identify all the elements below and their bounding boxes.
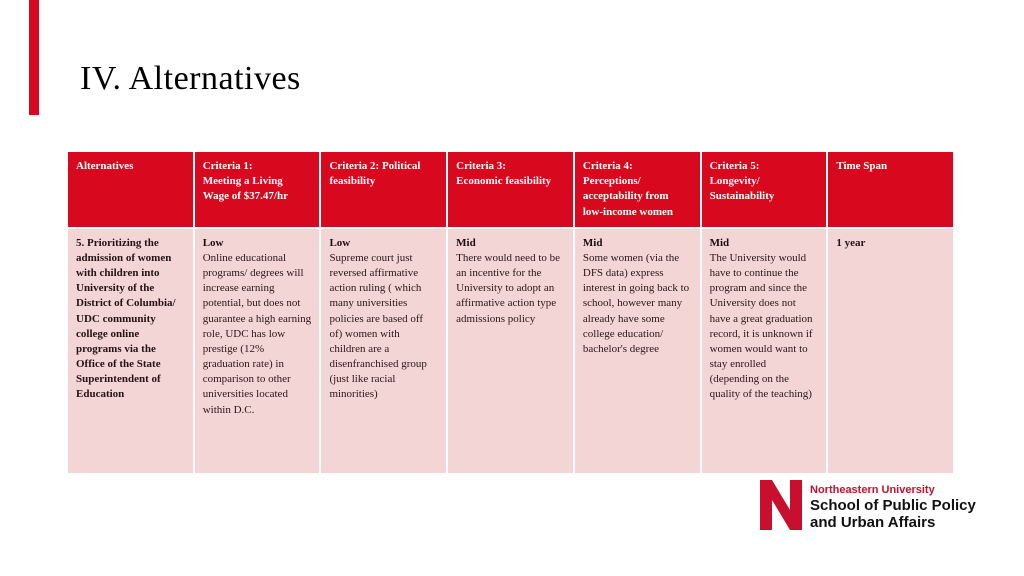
header-time-span: Time Span xyxy=(828,152,954,227)
cell-criteria-3: Mid There would need to be an incentive … xyxy=(448,228,573,473)
table-body-row: 5. Prioritizing the admission of women w… xyxy=(68,228,954,473)
cell-criteria-4: Mid Some women (via the DFS data) expres… xyxy=(574,228,700,473)
header-criteria-3: Criteria 3: Economic feasibility xyxy=(448,152,573,227)
criteria-5-text: The University would have to continue th… xyxy=(709,251,813,401)
criteria-3-rating: Mid xyxy=(456,236,476,249)
criteria-4-rating: Mid xyxy=(582,236,603,249)
page-title: IV. Alternatives xyxy=(80,60,301,97)
header-criteria-1: Criteria 1: Meeting a Living Wage of $37… xyxy=(194,152,320,227)
logo-university-name: Northeastern University xyxy=(810,484,935,496)
cell-time-span: 1 year xyxy=(828,228,954,473)
logo-school-line-2: and Urban Affairs xyxy=(810,513,936,531)
northeastern-n-icon xyxy=(760,480,802,530)
cell-criteria-1: Low Online educational programs/ degrees… xyxy=(194,228,320,473)
cell-criteria-2: Low Supreme court just reversed affirmat… xyxy=(321,228,447,473)
header-criteria-5: Criteria 5: Longevity/ Sustainability xyxy=(701,152,827,227)
university-logo: Northeastern University School of Public… xyxy=(760,480,976,531)
criteria-5-rating: Mid xyxy=(709,236,730,249)
criteria-4-text: Some women (via the DFS data) express in… xyxy=(582,251,690,355)
criteria-1-text: Online educational programs/ degrees wil… xyxy=(202,251,312,416)
cell-criteria-5: Mid The University would have to continu… xyxy=(701,228,827,473)
header-alternatives: Alternatives xyxy=(68,152,193,227)
criteria-1-rating: Low xyxy=(202,236,224,249)
header-criteria-4: Criteria 4: Perceptions/ acceptability f… xyxy=(574,152,700,227)
accent-bar xyxy=(29,0,39,115)
header-criteria-2: Criteria 2: Political feasibility xyxy=(321,152,447,227)
cell-alternative: 5. Prioritizing the admission of women w… xyxy=(68,228,193,473)
logo-text-block: Northeastern University School of Public… xyxy=(810,480,976,531)
table-header-row: Alternatives Criteria 1: Meeting a Livin… xyxy=(68,152,954,227)
criteria-3-text: There would need to be an incentive for … xyxy=(456,251,561,325)
alternatives-table: Alternatives Criteria 1: Meeting a Livin… xyxy=(68,152,954,473)
logo-school-line-1: School of Public Policy xyxy=(810,497,976,514)
criteria-2-text: Supreme court just reversed affirmative … xyxy=(329,251,427,401)
criteria-2-rating: Low xyxy=(329,236,351,249)
